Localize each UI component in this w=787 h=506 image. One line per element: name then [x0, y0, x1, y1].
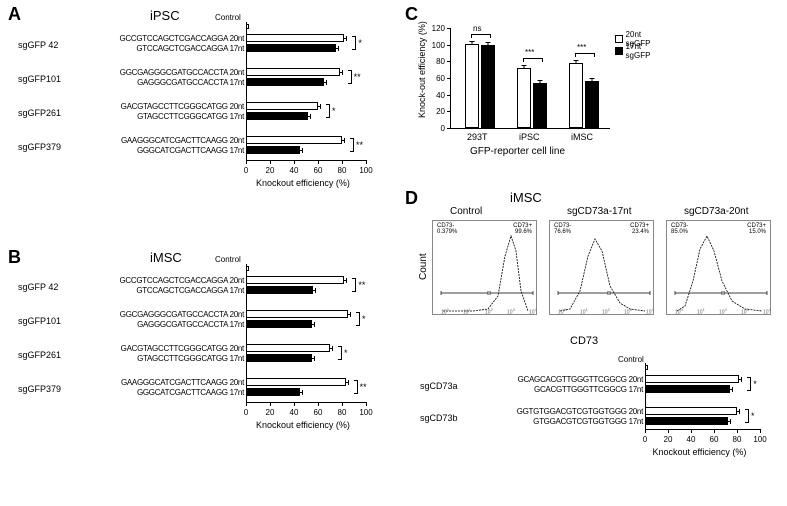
panel-d-label: D [405, 188, 418, 209]
panel-d-yaxis: Count [418, 253, 429, 280]
panel-d-bar-control: Control [618, 355, 644, 364]
panel-a-control: Control [215, 13, 241, 22]
panel-d-bar-chart: sgCD73aGCAGCACGTTGGGTTCGGCG 20ntGCACGTTG… [420, 365, 780, 485]
panel-d-flow: ControlCD73- 0.379%CD73+ 99.6%1001011021… [432, 208, 777, 323]
panel-b-label: B [8, 247, 21, 268]
panel-b-title: iMSC [150, 250, 182, 265]
panel-c-chart: 020406080100120Knock-out efficiency (%)n… [415, 18, 665, 168]
panel-a-title: iPSC [150, 8, 180, 23]
panel-a-chart: sgGFP 42GCCGTCCAGCTCGACCAGGA 20ntGTCCAGC… [18, 24, 378, 204]
panel-d-title: iMSC [510, 190, 542, 205]
panel-a-label: A [8, 4, 21, 25]
panel-b-chart: sgGFP 42GCCGTCCAGCTCGACCAGGA 20ntGTCCAGC… [18, 266, 378, 446]
panel-b-control: Control [215, 255, 241, 264]
panel-d-xaxis: CD73 [570, 335, 598, 347]
